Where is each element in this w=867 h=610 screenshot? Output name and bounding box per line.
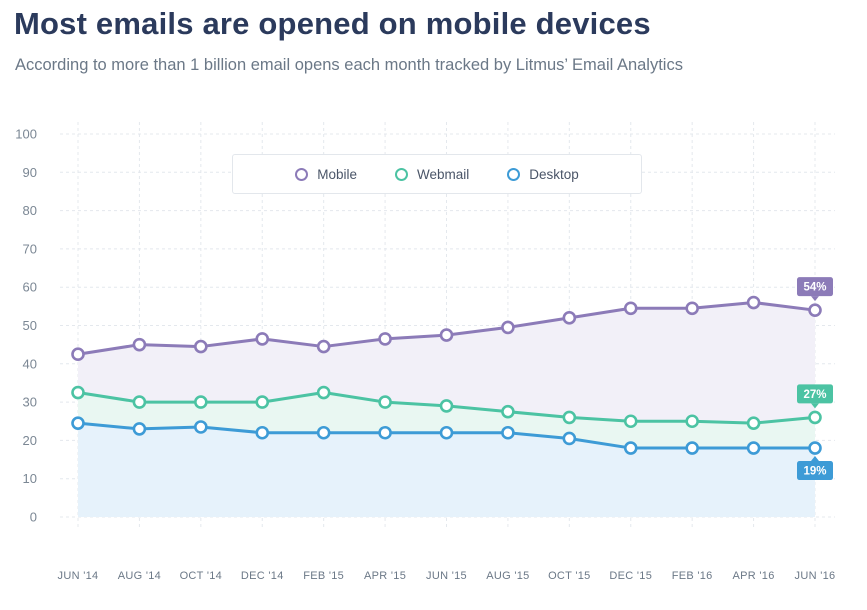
- x-tick-label: APR '16: [733, 570, 775, 582]
- point-webmail: [808, 410, 822, 425]
- end-value-badges: 54% 27% 19%: [797, 277, 833, 481]
- badge-bg: [797, 384, 833, 404]
- series-points: [71, 295, 822, 455]
- legend-label-webmail: Webmail: [416, 166, 470, 182]
- legend-item-mobile: Mobile: [295, 167, 357, 182]
- x-tick-label: OCT '15: [548, 570, 591, 582]
- chart-subtitle: According to more than 1 billion email o…: [15, 56, 683, 74]
- point-desktop: [562, 431, 577, 446]
- y-tick-label: 70: [23, 241, 37, 256]
- badge-bg: [797, 461, 833, 481]
- badge-pointer: [811, 456, 819, 462]
- badge-label: 19%: [803, 466, 826, 478]
- point-mobile: [378, 332, 392, 346]
- y-tick-label: 90: [23, 165, 37, 180]
- point-mobile: [194, 339, 208, 354]
- legend-label-mobile: Mobile: [317, 166, 357, 182]
- point-webmail: [439, 399, 454, 413]
- point-webmail: [194, 395, 208, 409]
- point-mobile: [808, 303, 822, 317]
- point-mobile: [685, 301, 699, 316]
- point-mobile: [501, 320, 515, 335]
- point-webmail: [255, 395, 270, 409]
- point-webmail: [685, 414, 699, 429]
- point-mobile: [316, 339, 331, 354]
- y-tick-label: 80: [23, 203, 37, 218]
- x-tick-label: JUN '14: [58, 570, 99, 582]
- point-desktop: [194, 420, 208, 434]
- y-tick-label: 50: [23, 318, 37, 333]
- y-tick-label: 100: [15, 127, 37, 142]
- point-desktop: [501, 425, 515, 440]
- point-desktop: [255, 425, 270, 440]
- badge-label: 27%: [803, 389, 826, 401]
- point-webmail: [562, 410, 577, 425]
- y-tick-label: 30: [23, 395, 37, 410]
- point-webmail: [378, 395, 392, 409]
- x-tick-label: APR '15: [364, 570, 406, 582]
- x-tick-label: FEB '16: [672, 570, 713, 582]
- x-tick-label: AUG '14: [118, 570, 161, 582]
- chart-legend: Mobile Webmail Desktop: [232, 154, 642, 194]
- legend-swatch-desktop: [507, 167, 521, 181]
- point-webmail: [71, 385, 85, 400]
- point-desktop: [808, 441, 822, 455]
- badge-pointer: [811, 403, 819, 409]
- point-mobile: [562, 311, 577, 325]
- point-desktop: [623, 441, 638, 455]
- x-tick-label: DEC '14: [241, 570, 284, 582]
- x-tick-label: DEC '15: [609, 570, 652, 582]
- point-desktop: [685, 441, 699, 455]
- y-tick-label: 10: [23, 471, 37, 486]
- legend-label-desktop: Desktop: [529, 166, 579, 182]
- x-tick-label: JUN '16: [795, 570, 836, 582]
- legend-swatch-mobile: [295, 167, 309, 181]
- y-tick-label: 0: [30, 510, 37, 525]
- point-desktop: [71, 416, 85, 430]
- badge-bg: [797, 277, 833, 297]
- badge-pointer: [811, 296, 819, 302]
- area-desktop: [78, 423, 815, 517]
- y-tick-label: 60: [23, 280, 37, 295]
- point-webmail: [132, 395, 147, 409]
- point-mobile: [132, 337, 147, 352]
- point-desktop: [439, 425, 454, 440]
- badge-webmail: 27%: [797, 384, 833, 409]
- point-webmail: [746, 416, 761, 430]
- legend-item-desktop: Desktop: [507, 167, 579, 182]
- point-webmail: [501, 404, 515, 419]
- x-tick-label: JUN '15: [426, 570, 467, 582]
- point-mobile: [439, 328, 454, 342]
- point-mobile: [255, 332, 270, 346]
- point-mobile: [746, 295, 761, 310]
- y-tick-label: 40: [23, 356, 37, 371]
- badge-mobile: 54%: [797, 277, 833, 302]
- point-webmail: [316, 385, 331, 400]
- x-tick-label: AUG '15: [486, 570, 529, 582]
- x-tick-label: FEB '15: [303, 570, 344, 582]
- legend-item-webmail: Webmail: [394, 166, 470, 182]
- point-desktop: [132, 422, 147, 436]
- badge-desktop: 19%: [797, 456, 833, 481]
- x-tick-label: OCT '14: [180, 570, 223, 582]
- badge-label: 54%: [803, 282, 826, 294]
- x-axis-labels: JUN '14 AUG '14 OCT '14 DEC '14 FEB '15 APR '…: [58, 570, 836, 582]
- point-desktop: [746, 441, 761, 455]
- legend-swatch-webmail: [394, 167, 408, 181]
- point-desktop: [378, 425, 392, 440]
- y-tick-label: 20: [23, 433, 37, 448]
- point-mobile: [623, 301, 638, 316]
- point-mobile: [71, 347, 85, 362]
- chart-title: Most emails are opened on mobile devices: [14, 6, 651, 41]
- point-desktop: [316, 425, 331, 440]
- point-webmail: [623, 414, 638, 429]
